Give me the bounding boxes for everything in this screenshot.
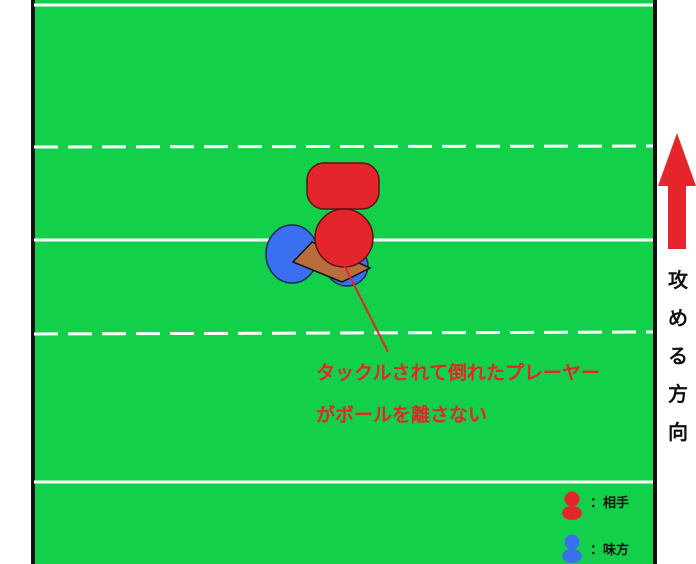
- direction-char: 攻: [668, 268, 688, 292]
- direction-char: 方: [668, 382, 688, 406]
- opponent-icon-head: [564, 491, 580, 507]
- legend-opponent-label: ：相手: [590, 496, 630, 511]
- up-arrow-icon: [658, 133, 696, 249]
- legend-teammate-icon: [562, 534, 582, 563]
- opponent-icon-body: [562, 506, 582, 520]
- teammate-icon-body: [562, 549, 582, 563]
- field-line-dashed: [33, 330, 654, 336]
- annotation-text-line-1: タックルされて倒れたプレーヤー: [316, 362, 600, 384]
- field-left-border: [31, 0, 35, 564]
- annotation-pointer-line: [339, 256, 389, 353]
- legend-opponent-icon: [562, 491, 582, 520]
- opponent-player-head: [314, 208, 374, 268]
- teammate-icon-head: [564, 534, 580, 550]
- field-right-border: [653, 0, 657, 564]
- direction-char: め: [668, 306, 688, 330]
- legend-teammate-label: ：味方: [590, 543, 630, 558]
- ruck-players: [265, 162, 380, 287]
- opponent-player-body: [306, 162, 380, 210]
- direction-char: る: [668, 344, 688, 368]
- direction-char: 向: [668, 420, 688, 444]
- attack-direction-label: 攻 め る 方 向: [659, 261, 696, 451]
- field-line-dashed: [33, 144, 654, 149]
- annotation-text-line-2: がボールを離さない: [316, 404, 488, 426]
